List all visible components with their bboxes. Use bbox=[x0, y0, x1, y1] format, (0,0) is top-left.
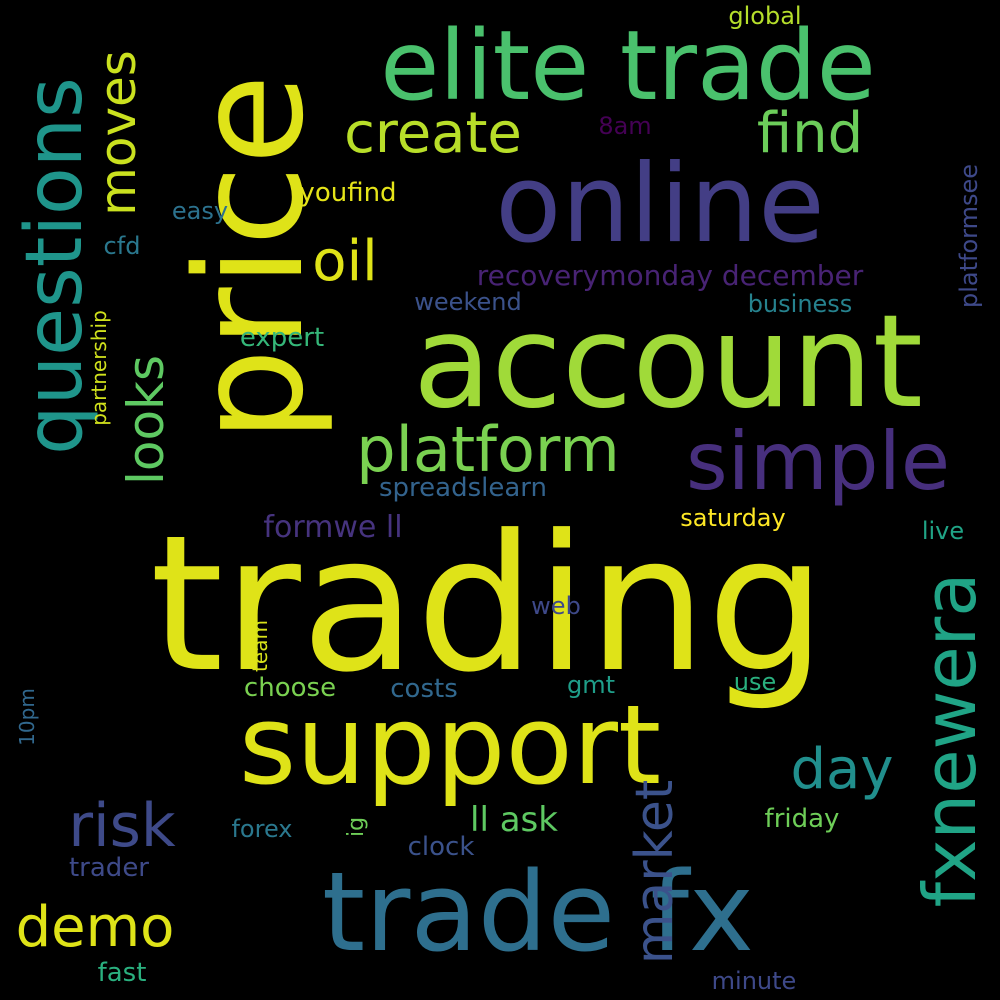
word-risk: risk bbox=[68, 791, 176, 861]
word-ll-ask: ll ask bbox=[470, 800, 558, 840]
word-day: day bbox=[790, 737, 894, 802]
word-10pm: 10pm bbox=[15, 688, 39, 746]
word-choose: choose bbox=[243, 673, 337, 703]
word-web: web bbox=[531, 592, 581, 620]
word-weekend: weekend bbox=[414, 288, 522, 316]
word-8am: 8am bbox=[598, 112, 652, 140]
word-easy: easy bbox=[171, 197, 229, 225]
word-formwe-ll: formwe ll bbox=[263, 510, 403, 545]
word-minute: minute bbox=[711, 967, 797, 995]
word-fast: fast bbox=[97, 958, 147, 988]
word-fxnewera: fxnewera bbox=[908, 572, 992, 908]
word-find: find bbox=[756, 101, 864, 166]
word-moves: moves bbox=[89, 50, 147, 216]
word-youfind: youfind bbox=[299, 178, 397, 208]
word-platformsee: platformsee bbox=[955, 163, 983, 309]
word-clock: clock bbox=[407, 832, 475, 862]
word-oil: oil bbox=[312, 229, 378, 294]
word-use: use bbox=[733, 668, 777, 696]
word-price: price bbox=[164, 73, 336, 443]
word-account: account bbox=[413, 288, 923, 437]
word-create: create bbox=[344, 101, 522, 166]
word-forex: forex bbox=[231, 815, 293, 843]
word-online: online bbox=[495, 142, 825, 267]
word-live: live bbox=[921, 517, 965, 545]
word-trader: trader bbox=[68, 853, 150, 883]
word-support: support bbox=[238, 681, 662, 809]
word-gmt: gmt bbox=[566, 671, 616, 699]
word-market: market bbox=[625, 779, 685, 965]
word-platform: platform bbox=[356, 413, 620, 486]
word-ig: ig bbox=[344, 816, 369, 838]
word-elite-trade: elite trade bbox=[380, 10, 876, 122]
word-demo: demo bbox=[15, 895, 175, 960]
word-looks: looks bbox=[117, 354, 175, 486]
word-recoverymonday-december: recoverymonday december bbox=[476, 259, 864, 292]
word-partnership: partnership bbox=[87, 310, 111, 426]
word-team: team bbox=[248, 620, 272, 672]
word-cfd: cfd bbox=[103, 232, 141, 260]
word-saturday: saturday bbox=[680, 504, 786, 532]
word-spreadslearn: spreadslearn bbox=[378, 473, 548, 503]
word-trading: trading bbox=[149, 495, 827, 714]
word-costs: costs bbox=[390, 674, 458, 704]
word-global: global bbox=[728, 2, 802, 30]
word-simple: simple bbox=[685, 415, 951, 508]
word-questions: questions bbox=[10, 77, 100, 455]
word-expert: expert bbox=[239, 323, 325, 353]
word-trade-fx: trade fx bbox=[321, 848, 755, 976]
word-friday: friday bbox=[764, 804, 840, 834]
word-business: business bbox=[747, 290, 853, 318]
